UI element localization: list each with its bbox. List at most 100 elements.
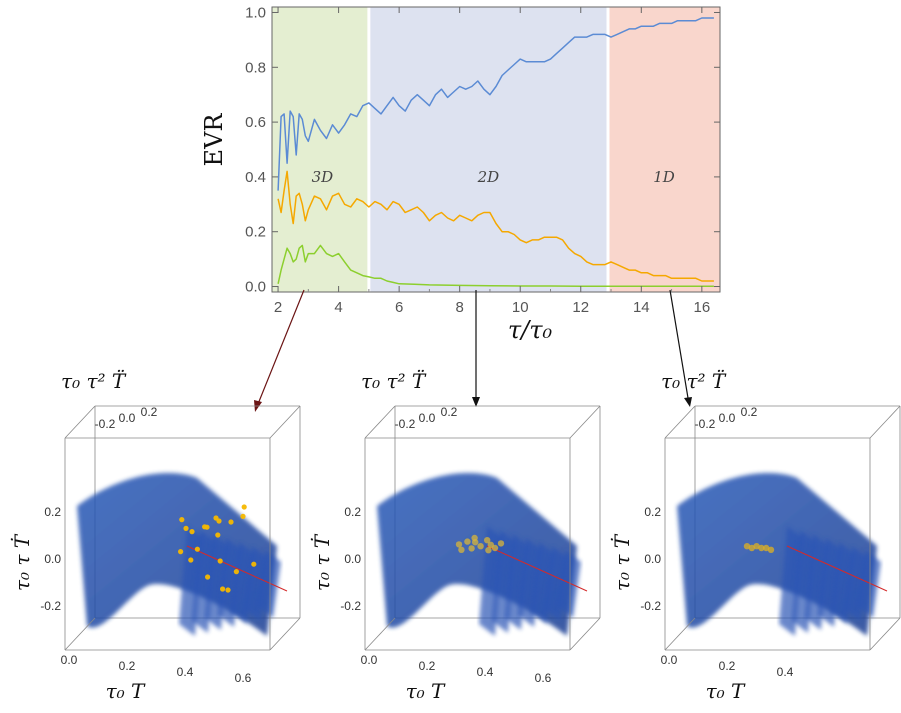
data-point (251, 561, 257, 567)
y-tick-label: 0.6 (245, 114, 266, 131)
x-tick-label: 14 (633, 299, 650, 316)
data-point (188, 557, 194, 563)
y-tick-label: 0.2 (245, 224, 266, 241)
data-point (241, 504, 247, 510)
data-point (205, 574, 211, 580)
y-tick-label: 0.2 (644, 505, 661, 519)
data-point (178, 549, 184, 555)
y-axis-label: EVR (200, 113, 228, 167)
data-point (179, 517, 185, 523)
x-tick-label: 12 (572, 299, 589, 316)
region-label-1d: 1D (653, 168, 675, 186)
z-tick-label: 0.0 (119, 411, 136, 425)
x-axis-label: τ₀ T (706, 679, 746, 703)
y-tick-label: 0.4 (245, 169, 266, 186)
data-point (484, 537, 491, 544)
x-tick-label: 10 (512, 299, 529, 316)
box-depth-edge (269, 617, 301, 651)
data-point (497, 540, 505, 547)
y-axis-label: τ₀ τ Ṫ (10, 533, 34, 591)
data-point (471, 534, 478, 542)
box-depth-edge (569, 617, 601, 651)
arrow-1d (669, 289, 689, 399)
data-point (183, 525, 189, 532)
x-tick-label: 0.2 (419, 659, 436, 673)
x-axis-label: τ/τ₀ (508, 316, 553, 344)
y-tick-label: -0.2 (640, 599, 661, 613)
arrow-3d (257, 289, 305, 405)
x-tick-label: 6 (395, 299, 403, 316)
x-tick-label: 0.4 (777, 665, 794, 679)
x-tick-label: 0.0 (361, 653, 378, 667)
z-tick-label: -0.2 (695, 417, 716, 431)
z-tick-label: 0.0 (719, 411, 736, 425)
z-tick-label: 0.2 (141, 405, 158, 419)
y-tick-label: 0.0 (644, 552, 661, 566)
arrows (254, 289, 692, 412)
data-point (748, 544, 755, 552)
x-tick-label: 16 (693, 299, 710, 316)
x-tick-label: 4 (334, 299, 342, 316)
phase-stripe (857, 550, 881, 618)
z-axis-label: τ₀ τ² T̈ (661, 369, 727, 393)
data-point (194, 546, 200, 552)
data-point (763, 544, 770, 552)
data-point (189, 529, 195, 535)
data-point (215, 532, 221, 538)
phase-stripe (257, 550, 281, 618)
region-1d (608, 7, 720, 292)
y-tick-label: 0.2 (44, 505, 61, 519)
box-depth-edge (869, 405, 901, 439)
region-label-2d: 2D (477, 168, 500, 186)
data-point (455, 541, 463, 548)
data-point (220, 586, 226, 592)
x-tick-label: 8 (456, 299, 464, 316)
arrowhead-2d (472, 397, 480, 407)
data-point (491, 544, 499, 552)
y-tick-label: 0.0 (44, 552, 61, 566)
phase-panel-1: 0.20.0-0.20.0 0.2 0.4 0.6-0.2 0.0 0.2τ₀ τ² T̈… (10, 369, 301, 703)
series-line-first (277, 17, 714, 191)
z-axis-label: τ₀ τ² T̈ (61, 369, 127, 393)
z-tick-label: 0.0 (419, 411, 436, 425)
series-line-second (277, 170, 714, 282)
box-depth-edge (869, 617, 901, 651)
x-tick-label: 2 (274, 299, 282, 316)
z-tick-label: -0.2 (395, 417, 416, 431)
x-tick-label: 0.2 (119, 659, 136, 673)
arrowhead-1d (684, 397, 692, 407)
data-point (216, 518, 222, 524)
data-point (464, 538, 471, 545)
series-line-third (277, 244, 714, 287)
region-2d (368, 7, 608, 292)
box-depth-edge (664, 405, 696, 439)
x-axis-label: τ₀ T (106, 679, 146, 703)
x-axis-label: τ₀ T (406, 679, 446, 703)
x-tick-label: 0.6 (235, 671, 252, 685)
x-tick-label: 0.6 (535, 671, 552, 685)
x-tick-label: 0.4 (477, 665, 494, 679)
x-tick-label: 0.0 (661, 653, 678, 667)
evr-chart: 2 4 6 8 10 12 14 16 0.0 0.2 0.4 0.6 0.8 1.0 3D 2D 1D τ/… (200, 4, 721, 344)
y-tick-label: -0.2 (40, 599, 61, 613)
data-point (477, 543, 484, 550)
y-axis-label: τ₀ τ Ṫ (610, 533, 634, 591)
y-axis-label: τ₀ τ Ṫ (310, 533, 334, 591)
box-depth-edge (664, 617, 696, 651)
data-point (225, 587, 231, 593)
box-depth-edge (64, 617, 96, 651)
data-point (240, 513, 246, 520)
x-tick-label: 0.0 (61, 653, 78, 667)
data-point (217, 558, 223, 564)
phase-panel-3: 0.20.0-0.20.0 0.2 0.4-0.2 0.0 0.2τ₀ τ² T̈τ₀ … (610, 369, 901, 703)
y-tick-label: 0.0 (245, 279, 266, 296)
phase-stripe (557, 550, 581, 618)
y-tick-label: 0.2 (344, 505, 361, 519)
y-tick-label: 0.0 (344, 552, 361, 566)
y-tick-label: 0.8 (245, 59, 266, 76)
phase-panel-2: 0.20.0-0.20.0 0.2 0.4 0.6-0.2 0.0 0.2τ₀ τ² T̈… (310, 369, 601, 703)
y-tick-label: 1.0 (245, 4, 266, 21)
data-point (753, 543, 760, 550)
z-tick-label: -0.2 (95, 417, 116, 431)
